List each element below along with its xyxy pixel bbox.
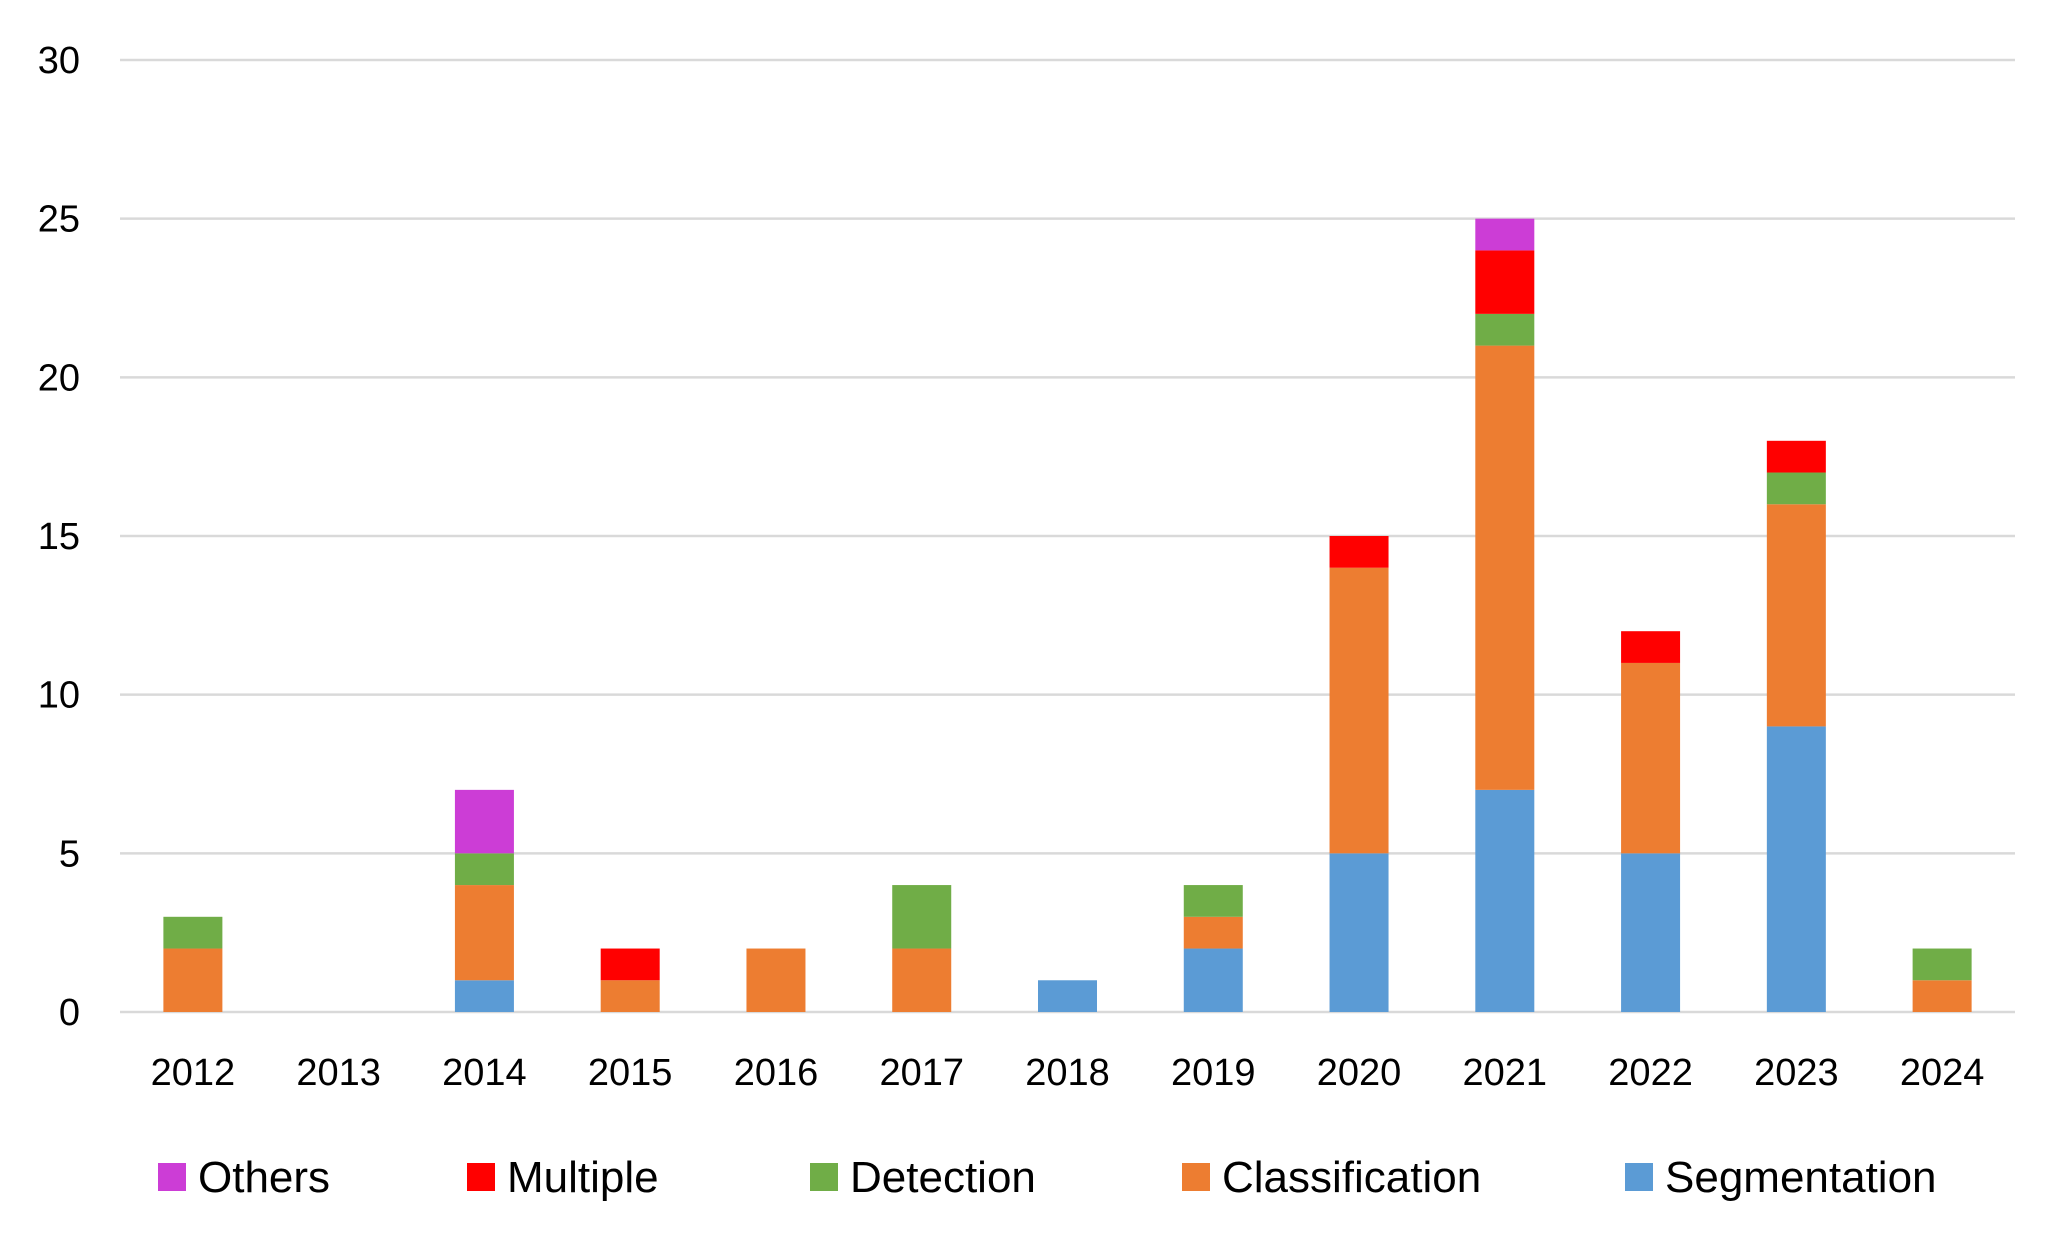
legend-swatch <box>1625 1163 1653 1191</box>
bar-segment-segmentation-2022 <box>1621 853 1681 1012</box>
bar-segment-classification-2015 <box>600 980 660 1012</box>
bar-segment-detection-2023 <box>1766 472 1826 505</box>
bar-segment-classification-2023 <box>1766 504 1826 727</box>
x-tick-label: 2023 <box>1754 1052 1839 1094</box>
bar-segment-multiple-2015 <box>600 948 660 981</box>
bars <box>163 218 1972 1012</box>
legend-label: Multiple <box>507 1153 659 1202</box>
bar-stack-2018 <box>1038 980 1097 1012</box>
bar-stack-2024 <box>1912 948 1972 1012</box>
legend-label: Others <box>198 1153 330 1202</box>
bar-segment-detection-2017 <box>892 885 952 949</box>
legend-item-classification: Classification <box>1182 1153 1481 1202</box>
legend-swatch <box>810 1163 838 1191</box>
bar-segment-classification-2024 <box>1912 980 1972 1012</box>
bar-stack-2021 <box>1475 218 1535 1012</box>
y-tick-label: 20 <box>38 357 80 399</box>
legend-swatch <box>467 1163 495 1191</box>
bar-segment-others-2021 <box>1475 218 1535 251</box>
y-tick-label: 5 <box>59 833 80 875</box>
bar-segment-segmentation-2019 <box>1183 948 1243 1012</box>
bar-segment-detection-2021 <box>1475 313 1535 346</box>
bar-segment-multiple-2020 <box>1329 536 1389 568</box>
y-tick-label: 15 <box>38 516 80 558</box>
bar-segment-segmentation-2023 <box>1766 726 1826 1012</box>
bar-segment-classification-2016 <box>746 948 806 1012</box>
bar-segment-classification-2021 <box>1475 345 1535 790</box>
y-axis-ticks: 0 5 10 15 20 25 30 <box>38 40 80 1034</box>
x-tick-label: 2013 <box>296 1052 381 1094</box>
bar-segment-segmentation-2014 <box>454 980 514 1012</box>
bar-stack-2016 <box>746 948 806 1012</box>
bar-segment-detection-2014 <box>454 853 514 886</box>
legend-swatch <box>1182 1163 1210 1191</box>
x-tick-label: 2015 <box>588 1052 673 1094</box>
x-tick-label: 2016 <box>734 1052 819 1094</box>
y-tick-label: 10 <box>38 675 80 717</box>
bar-segment-classification-2014 <box>454 885 514 981</box>
legend-item-detection: Detection <box>810 1153 1036 1202</box>
legend-label: Detection <box>850 1153 1036 1202</box>
bar-stack-2015 <box>600 948 660 1012</box>
bar-segment-segmentation-2018 <box>1038 980 1097 1012</box>
bar-segment-segmentation-2020 <box>1329 853 1389 1012</box>
bar-segment-others-2014 <box>454 789 514 854</box>
bar-segment-classification-2017 <box>892 948 952 1012</box>
x-tick-label: 2018 <box>1025 1052 1110 1094</box>
bar-segment-multiple-2022 <box>1621 631 1681 663</box>
legend: Others Multiple Detection Classification Seg… <box>158 1153 1937 1202</box>
bar-segment-detection-2024 <box>1912 948 1972 981</box>
y-tick-label: 30 <box>38 40 80 82</box>
bar-segment-detection-2019 <box>1183 885 1243 917</box>
bar-segment-segmentation-2021 <box>1475 789 1535 1012</box>
bar-stack-2019 <box>1183 885 1243 1012</box>
bar-stack-2023 <box>1766 440 1826 1012</box>
bar-stack-2020 <box>1329 536 1389 1012</box>
x-tick-label: 2021 <box>1463 1052 1548 1094</box>
legend-label: Segmentation <box>1665 1153 1937 1202</box>
bar-segment-detection-2012 <box>163 916 223 949</box>
bar-segment-multiple-2021 <box>1475 250 1535 314</box>
legend-label: Classification <box>1222 1153 1481 1202</box>
x-tick-label: 2019 <box>1171 1052 1256 1094</box>
y-tick-label: 0 <box>59 992 80 1034</box>
legend-item-segmentation: Segmentation <box>1625 1153 1937 1202</box>
bar-segment-classification-2020 <box>1329 567 1389 854</box>
bar-segment-classification-2022 <box>1621 662 1681 854</box>
legend-item-others: Others <box>158 1153 330 1202</box>
x-tick-label: 2024 <box>1900 1052 1985 1094</box>
bar-stack-2012 <box>163 916 223 1012</box>
bar-segment-classification-2019 <box>1183 916 1243 949</box>
gridlines <box>120 58 2015 1014</box>
bar-stack-2014 <box>454 789 514 1012</box>
x-tick-label: 2012 <box>151 1052 236 1094</box>
x-tick-label: 2022 <box>1608 1052 1693 1094</box>
x-tick-label: 2014 <box>442 1052 527 1094</box>
bar-segment-classification-2012 <box>163 948 223 1012</box>
bar-segment-multiple-2023 <box>1766 440 1826 473</box>
y-tick-label: 25 <box>38 199 80 241</box>
x-axis-ticks: 2012 2013 2014 2015 2016 2017 2018 2019 2020 2021… <box>151 1052 1985 1094</box>
legend-swatch <box>158 1163 186 1191</box>
x-tick-label: 2020 <box>1317 1052 1402 1094</box>
x-tick-label: 2017 <box>879 1052 964 1094</box>
legend-item-multiple: Multiple <box>467 1153 659 1202</box>
bar-stack-2022 <box>1621 631 1681 1012</box>
bar-stack-2017 <box>892 885 952 1012</box>
